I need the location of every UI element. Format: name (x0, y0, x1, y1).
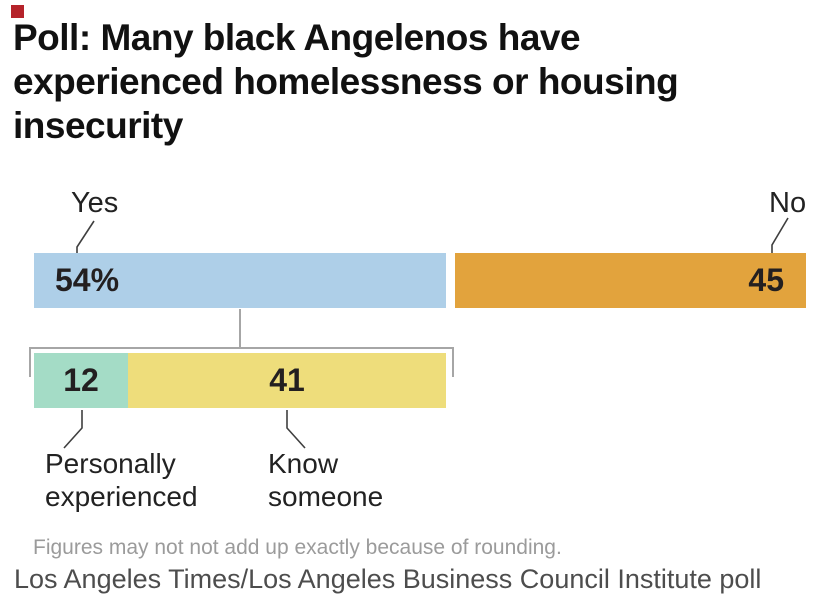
bar-segment-know-someone: 41 (128, 353, 446, 408)
main-bar-row: 54% 45 (0, 253, 840, 308)
bar-value-no: 45 (748, 262, 784, 298)
personally-leader-line (63, 410, 83, 449)
source-credit: Los Angeles Times/Los Angeles Business C… (14, 564, 762, 594)
no-callout-label: No (769, 187, 807, 219)
title-line-1: Poll: Many black Angelenos have (13, 17, 581, 58)
chart-title: Poll: Many black Angelenos have experien… (13, 16, 679, 148)
bar-value-know-someone: 41 (269, 362, 305, 398)
title-line-2: experienced homelessness or housing (13, 61, 679, 102)
no-leader-line (771, 217, 789, 253)
bar-segment-no: 45 (455, 253, 806, 308)
breakdown-bar-row: 12 41 (0, 353, 840, 408)
bar-segment-yes: 54% (34, 253, 446, 308)
know-someone-label: Know someone (268, 448, 384, 512)
bar-segment-personally-experienced: 12 (34, 353, 128, 408)
brand-mark-icon (11, 5, 24, 18)
bar-value-yes: 54% (55, 262, 120, 298)
footnote-text: Figures may not not add up exactly becau… (33, 536, 562, 559)
yes-callout-label: Yes (71, 187, 119, 219)
yes-leader-line (76, 220, 95, 254)
title-line-3: insecurity (13, 105, 183, 146)
bar-value-personally-experienced: 12 (63, 362, 99, 398)
know-someone-leader-line (286, 410, 306, 449)
personally-experienced-label: Personally experienced (45, 448, 198, 512)
